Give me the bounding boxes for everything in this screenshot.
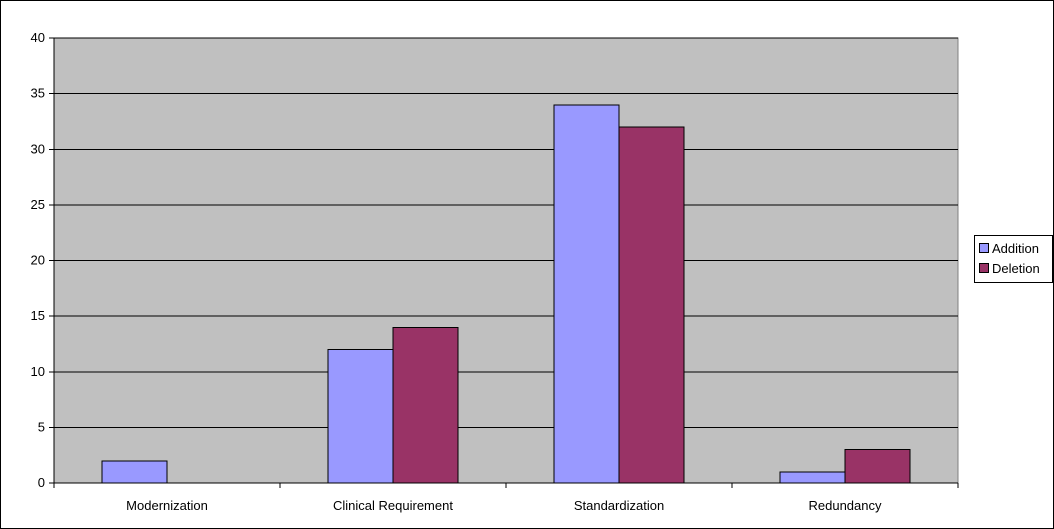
x-tick-label-modernization: Modernization (126, 498, 208, 513)
bar-deletion-clinical-requirement (392, 326, 459, 484)
x-tick-label-clinical-requirement: Clinical Requirement (333, 498, 453, 513)
bar-addition-modernization (101, 460, 168, 484)
y-tick-label-0: 0 (38, 475, 45, 490)
legend-label-deletion: Deletion (992, 260, 1040, 276)
legend: Addition Deletion (974, 235, 1053, 283)
y-tick-label-20: 20 (31, 253, 45, 268)
x-tick-label-redundancy: Redundancy (809, 498, 882, 513)
bar-addition-redundancy (779, 471, 846, 484)
y-tick-label-5: 5 (38, 419, 45, 434)
legend-item-deletion: Deletion (979, 258, 1052, 278)
y-tick-label-40: 40 (31, 30, 45, 45)
legend-swatch-deletion (979, 263, 989, 273)
y-tick-label-25: 25 (31, 197, 45, 212)
legend-swatch-addition (979, 243, 989, 253)
y-tick-label-30: 30 (31, 141, 45, 156)
bar-deletion-redundancy (844, 449, 911, 484)
bar-deletion-standardization (618, 126, 685, 484)
bar-addition-clinical-requirement (327, 349, 394, 484)
legend-label-addition: Addition (992, 240, 1039, 256)
y-tick-label-35: 35 (31, 86, 45, 101)
legend-item-addition: Addition (979, 238, 1052, 258)
y-tick-label-10: 10 (31, 364, 45, 379)
x-tick-label-standardization: Standardization (574, 498, 664, 513)
bar-addition-standardization (553, 104, 620, 484)
y-tick-label-15: 15 (31, 308, 45, 323)
